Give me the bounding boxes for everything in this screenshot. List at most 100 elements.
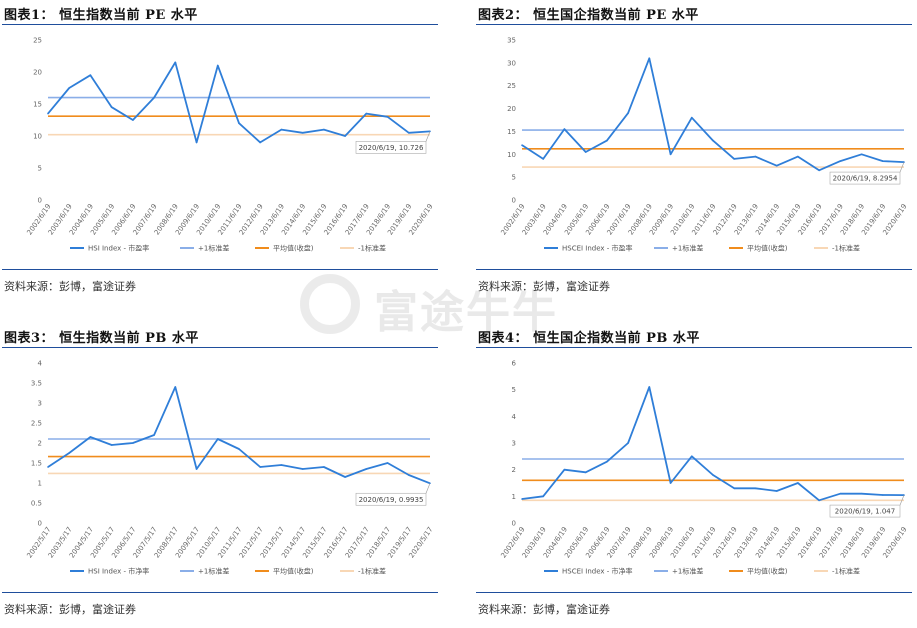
data-point [584,471,587,474]
data-point [521,144,523,146]
data-point [669,153,672,156]
callout-box [355,492,427,506]
chart-svg: 05101520252002/6/192003/6/192004/6/19200… [25,37,434,253]
callout-label: 2020/6/19, 8.2954 [833,175,898,183]
chart-panel-hscei-pb: 图表4： 恒生国企指数当前 PB 水平 0 1 2 3 4 5 6 2002/6/19 2003… [474,323,914,628]
data-point [344,476,346,478]
callout-leader [899,161,905,173]
data-point [259,141,262,144]
data-point [627,112,629,114]
y-tick-label: 20 [33,69,42,77]
data-point [627,442,629,444]
title-divider [476,24,912,25]
series-line [47,386,431,485]
data-point [754,155,757,158]
data-point [89,74,92,76]
legend-plus-1sd-label: +1标准差 [198,567,229,576]
y-tick-label: 0 [38,520,42,528]
data-point [174,386,177,388]
callout-label: 2020/6/19, 1.047 [835,508,895,516]
chart-svg: 00.511.522.533.542002/5/172003/5/172004/… [25,360,434,576]
data-point [839,492,842,495]
chart-title: 图表2： 恒生国企指数当前 PE 水平 [478,8,699,23]
data-point [669,482,672,484]
legend-average-label: 平均值(收盘) [747,244,788,253]
legend-average-label: 平均值(收盘) [273,567,314,576]
source-note: 资料来源：彭博，富途证券 [4,603,136,616]
data-point [860,492,863,495]
callout-box [829,171,901,185]
y-tick-label: 5 [512,386,516,394]
data-point [733,487,736,490]
y-tick-label: 2.5 [31,420,42,428]
futu-logo-icon [300,274,360,334]
y-tick-label: 5 [38,165,42,173]
data-point [68,87,71,89]
y-tick-label: 3.5 [31,380,42,388]
data-point [344,135,346,137]
data-point [542,158,545,160]
data-point [132,442,134,444]
data-point [690,116,693,119]
data-point [712,139,714,142]
data-point [712,474,714,476]
data-point [153,434,155,436]
data-point [606,139,608,142]
legend-plus-1sd-label: +1标准差 [672,244,703,253]
callout-leader [425,483,431,494]
chart-title: 图表4： 恒生国企指数当前 PB 水平 [478,331,700,346]
data-point [881,160,884,162]
y-tick-label: 1 [512,493,516,501]
data-point [775,164,778,167]
y-tick-label: 2 [38,440,42,448]
data-point [648,57,651,60]
callout-label: 2020/6/19, 0.9935 [359,496,424,504]
source-note: 资料来源：彭博，富途证券 [4,280,136,293]
data-point [563,468,566,471]
legend-series-label: HSCEI Index - 市盈率 [562,244,633,253]
data-point [153,96,155,99]
data-point [216,64,219,67]
data-point [733,158,736,160]
y-tick-label: 20 [507,105,516,113]
data-point [606,460,608,463]
legend-series-label: HSI Index - 市净率 [88,567,149,576]
legend-average-label: 平均值(收盘) [747,567,788,576]
chart-panel-hsi-pe: 图表1： 恒生指数当前 PE 水平 0 5 10 15 20 25 2002/6/19 200… [0,0,440,305]
y-tick-label: 10 [507,151,516,159]
y-tick-label: 0.5 [31,500,42,508]
data-point [301,468,304,470]
data-point [365,112,368,115]
y-tick-label: 15 [507,128,516,136]
source-divider [2,592,438,593]
chart-panel-hscei-pe: 图表2： 恒生国企指数当前 PE 水平 0 5 10 15 20 25 30 35 2002/6… [474,0,914,305]
watermark: 富途牛牛 [300,270,630,340]
data-point [68,452,71,454]
data-point [775,490,778,492]
callout-label: 2020/6/19, 10.726 [359,144,424,152]
y-tick-label: 25 [507,82,516,90]
data-point [407,474,410,476]
data-point [280,128,283,131]
data-point [238,448,240,450]
data-point [407,132,410,134]
y-tick-label: 4 [38,360,43,368]
chart-panel-hsi-pb: 图表3： 恒生指数当前 PB 水平 0 0.5 1 1.5 2 2.5 3 3.5 4 2002/… [0,323,440,628]
data-point [797,482,799,484]
data-point [881,494,884,496]
y-tick-label: 35 [507,37,516,45]
data-point [174,61,177,64]
data-point [323,466,325,468]
data-point [301,132,304,134]
legend-plus-1sd-label: +1标准差 [672,567,703,576]
legend-series-label: HSI Index - 市盈率 [88,244,149,253]
legend-minus-1sd-label: -1标准差 [832,567,860,576]
y-tick-label: 10 [33,133,42,141]
legend-minus-1sd-label: -1标准差 [832,244,860,253]
data-point [47,466,49,468]
data-point [690,455,693,458]
chart-svg: 01234562002/6/192003/6/192004/6/192005/6… [499,360,908,576]
legend-average-label: 平均值(收盘) [273,244,314,253]
data-point [89,436,92,438]
source-note: 资料来源：彭博，富途证券 [478,280,610,293]
